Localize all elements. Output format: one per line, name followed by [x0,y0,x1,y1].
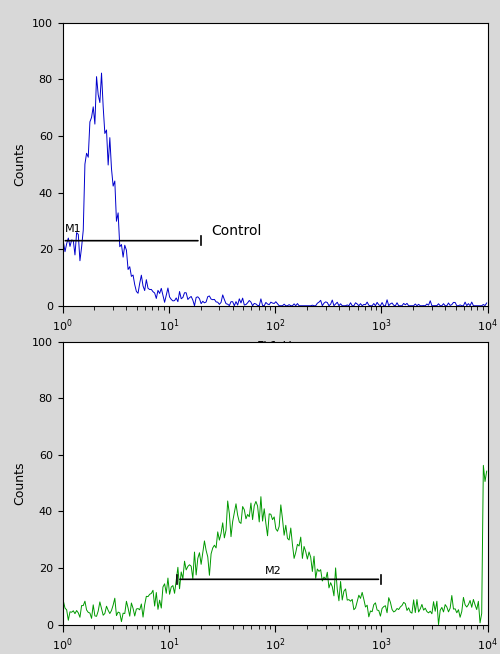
Text: M1: M1 [65,224,82,234]
Text: M2: M2 [264,566,281,576]
Y-axis label: Counts: Counts [13,461,26,505]
Text: Control: Control [211,224,262,238]
X-axis label: FL1-H: FL1-H [257,339,293,353]
Y-axis label: Counts: Counts [13,143,26,186]
